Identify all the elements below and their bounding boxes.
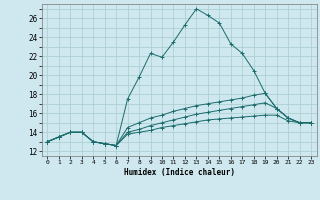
X-axis label: Humidex (Indice chaleur): Humidex (Indice chaleur) bbox=[124, 168, 235, 177]
